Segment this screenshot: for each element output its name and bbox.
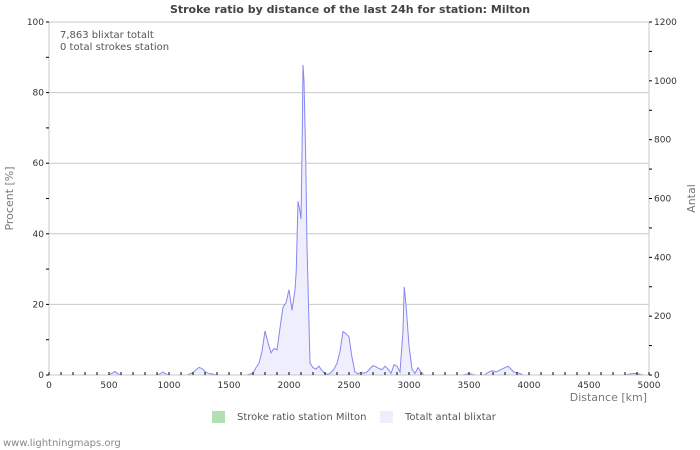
svg-text:1000: 1000: [654, 77, 677, 87]
svg-text:500: 500: [100, 381, 117, 391]
svg-text:4000: 4000: [518, 381, 541, 391]
svg-text:800: 800: [654, 136, 671, 146]
svg-text:20: 20: [33, 300, 45, 310]
svg-text:0: 0: [46, 381, 52, 391]
svg-text:200: 200: [654, 312, 671, 322]
info-total-strokes: 7,863 blixtar totalt: [60, 30, 154, 41]
svg-text:3000: 3000: [398, 381, 421, 391]
svg-text:0: 0: [38, 371, 44, 381]
svg-text:4500: 4500: [578, 381, 601, 391]
svg-text:Antal: Antal: [685, 184, 698, 213]
svg-text:Procent [%]: Procent [%]: [3, 166, 16, 230]
legend-swatch-total: [380, 411, 393, 423]
svg-text:600: 600: [654, 195, 671, 205]
svg-text:2500: 2500: [338, 381, 361, 391]
footer-credit: www.lightningmaps.org: [3, 438, 121, 449]
legend-label-total: Totalt antal blixtar: [405, 412, 496, 423]
legend-swatch-ratio: [212, 411, 225, 423]
chart-title: Stroke ratio by distance of the last 24h…: [169, 3, 531, 16]
svg-text:400: 400: [654, 253, 671, 263]
svg-text:40: 40: [33, 230, 45, 240]
svg-text:0: 0: [654, 371, 660, 381]
svg-text:1200: 1200: [654, 18, 677, 28]
svg-text:60: 60: [33, 159, 45, 169]
svg-text:Distance [km]: Distance [km]: [570, 391, 647, 404]
svg-text:2000: 2000: [278, 381, 301, 391]
legend-label-ratio: Stroke ratio station Milton: [237, 412, 367, 423]
svg-text:5000: 5000: [638, 381, 661, 391]
svg-text:3500: 3500: [458, 381, 481, 391]
svg-text:1000: 1000: [158, 381, 181, 391]
legend-item-total: Totalt antal blixtar: [380, 411, 496, 423]
svg-text:100: 100: [27, 18, 44, 28]
info-station-strokes: 0 total strokes station: [60, 42, 170, 53]
svg-text:80: 80: [33, 89, 45, 99]
legend-item-ratio: Stroke ratio station Milton: [212, 411, 366, 423]
svg-text:1500: 1500: [218, 381, 241, 391]
